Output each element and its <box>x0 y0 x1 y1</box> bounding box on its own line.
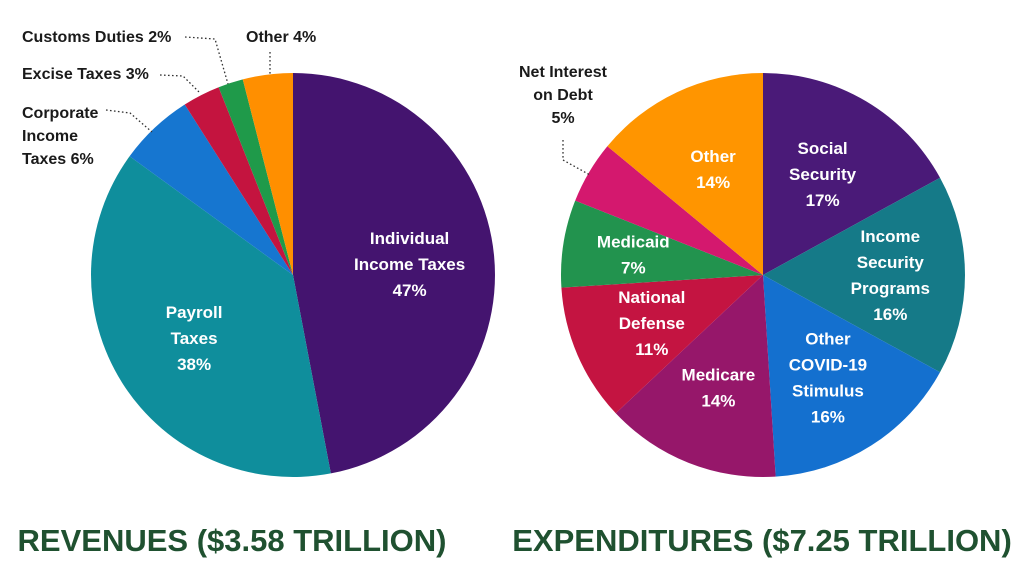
expenditure-slice-social-security-label-line: 17% <box>806 191 840 210</box>
revenue-slice-corporate-income-taxes-label-line: Taxes 6% <box>22 151 94 168</box>
expenditure-slice-other-covid-19-stimulus-label-line: Stimulus <box>792 381 864 400</box>
expenditure-slice-medicare-label-line: 14% <box>701 392 735 411</box>
expenditure-slice-national-defense-label-line: 11% <box>635 340 668 359</box>
expenditure-slice-income-security-programs-label-line: Security <box>857 253 925 272</box>
revenue-slice-other-label-line: Other 4% <box>246 29 316 46</box>
expenditure-slice-income-security-programs-label-line: Programs <box>851 279 930 298</box>
revenue-slice-corporate-income-taxes-label: Corporate Income Taxes 6% <box>22 105 99 168</box>
expenditure-slice-social-security-label-line: Security <box>789 165 857 184</box>
revenue-slice-individual-income-taxes-label-line: Income Taxes <box>354 255 465 274</box>
revenue-slice-corporate-income-taxes-leader-line <box>106 110 152 132</box>
revenue-slice-excise-taxes-leader-line <box>160 75 200 93</box>
expenditure-slice-net-interest-on-debt-label-line: Net Interest <box>519 64 608 81</box>
expenditure-slice-other-covid-19-stimulus-label-line: COVID-19 <box>789 355 867 374</box>
revenue-slice-excise-taxes-label-line: Excise Taxes 3% <box>22 66 149 83</box>
expenditure-slice-other-covid-19-stimulus-label-line: 16% <box>811 407 845 426</box>
expenditures-pie: Social Security 17% Income Security Programs 1… <box>519 64 965 477</box>
revenue-slice-other-label: Other 4% <box>246 29 316 46</box>
expenditure-slice-net-interest-on-debt-label: Net Interest on Debt 5% <box>519 64 608 127</box>
revenue-slice-payroll-taxes-label-line: Taxes <box>171 329 218 348</box>
expenditure-slice-net-interest-on-debt-label-line: 5% <box>551 110 574 127</box>
expenditure-slice-other-covid-19-stimulus-label-line: Other <box>805 329 851 348</box>
revenue-slice-corporate-income-taxes-label-line: Income <box>22 128 78 145</box>
expenditure-slice-net-interest-on-debt-label-line: on Debt <box>533 87 593 104</box>
revenue-slice-corporate-income-taxes-label-line: Corporate <box>22 105 99 122</box>
revenue-slice-excise-taxes-label: Excise Taxes 3% <box>22 66 149 83</box>
revenue-slice-payroll-taxes-label-line: 38% <box>177 355 211 374</box>
expenditure-slice-other-label-line: 14% <box>696 173 730 192</box>
revenues-title: REVENUES ($3.58 TRILLION) <box>18 523 447 558</box>
revenue-slice-individual-income-taxes-label-line: 47% <box>393 281 427 300</box>
revenues-pie: Individual Income Taxes 47% Payroll Taxes 38%… <box>22 29 495 477</box>
expenditure-slice-national-defense-label-line: National <box>618 288 685 307</box>
expenditure-slice-medicare-label-line: Medicare <box>682 366 756 385</box>
expenditure-slice-medicaid-label-line: Medicaid <box>597 233 670 252</box>
expenditures-title: EXPENDITURES ($7.25 TRILLION) <box>512 523 1012 558</box>
revenue-slice-individual-income-taxes-label-line: Individual <box>370 229 449 248</box>
expenditure-slice-medicaid-label-line: 7% <box>621 259 646 278</box>
revenue-slice-payroll-taxes-label-line: Payroll <box>166 303 223 322</box>
expenditure-slice-other-label-line: Other <box>690 147 736 166</box>
expenditure-slice-national-defense-label-line: Defense <box>619 314 685 333</box>
revenue-slice-customs-duties-label: Customs Duties 2% <box>22 29 171 46</box>
expenditure-slice-social-security-label-line: Social <box>798 139 848 158</box>
revenue-slice-customs-duties-label-line: Customs Duties 2% <box>22 29 171 46</box>
revenue-slice-customs-duties-leader-line <box>185 37 228 84</box>
expenditure-slice-income-security-programs-label-line: 16% <box>873 305 907 324</box>
expenditure-slice-income-security-programs-label-line: Income <box>861 227 921 246</box>
expenditure-slice-net-interest-on-debt-leader-line <box>563 140 590 175</box>
